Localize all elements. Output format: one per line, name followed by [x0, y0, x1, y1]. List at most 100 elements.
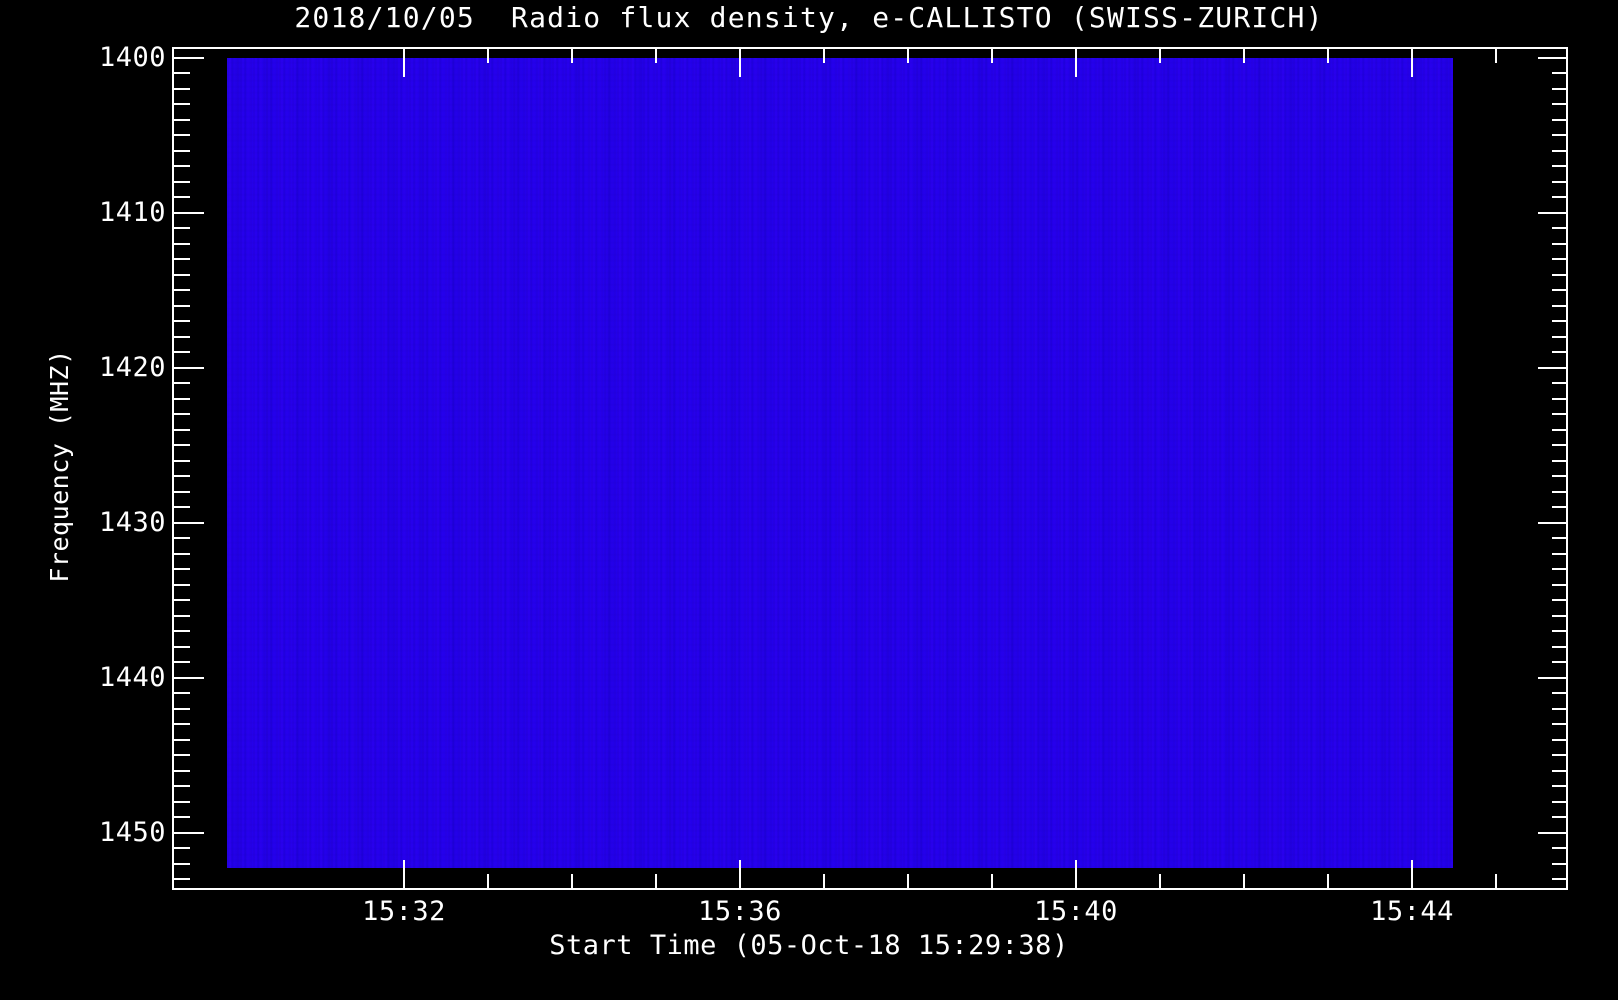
y-tick-left [174, 57, 204, 59]
spectrogram-data-area [227, 58, 1453, 868]
y-tick-left [174, 351, 190, 353]
y-tick-right [1552, 723, 1568, 725]
y-tick-right [1552, 770, 1568, 772]
x-tick-bottom [403, 860, 405, 890]
y-tick-right [1552, 491, 1568, 493]
y-tick-left [174, 630, 190, 632]
y-tick-left [174, 615, 190, 617]
y-tick-right [1552, 863, 1568, 865]
y-axis-title: Frequency (MHZ) [45, 349, 74, 583]
y-tick-right [1552, 553, 1568, 555]
y-tick-right [1552, 444, 1568, 446]
y-tick-right [1538, 677, 1568, 679]
y-tick-left [174, 692, 190, 694]
y-tick-right [1552, 816, 1568, 818]
x-tick-top [403, 47, 405, 77]
x-tick-bottom [823, 874, 825, 890]
y-tick-right [1552, 243, 1568, 245]
x-tick-top [1495, 47, 1497, 63]
y-tick-right [1552, 754, 1568, 756]
y-tick-left [174, 320, 190, 322]
y-tick-right [1552, 801, 1568, 803]
y-tick-label: 1450 [98, 817, 166, 848]
y-tick-label: 1420 [98, 352, 166, 383]
y-tick-label: 1440 [98, 662, 166, 693]
y-tick-left [174, 258, 190, 260]
y-tick-left [174, 227, 190, 229]
y-tick-right [1552, 429, 1568, 431]
y-tick-left [174, 491, 190, 493]
x-tick-top [1327, 47, 1329, 63]
y-tick-right [1552, 692, 1568, 694]
y-tick-right [1538, 212, 1568, 214]
y-tick-left [174, 460, 190, 462]
y-tick-right [1552, 413, 1568, 415]
x-tick-bottom [1411, 860, 1413, 890]
y-tick-left [174, 413, 190, 415]
y-tick-right [1552, 630, 1568, 632]
x-tick-top [1243, 47, 1245, 63]
x-tick-bottom [739, 860, 741, 890]
spectrogram-noise-layer-3 [227, 58, 1453, 868]
y-tick-right [1552, 336, 1568, 338]
x-tick-top [907, 47, 909, 63]
y-tick-left [174, 677, 204, 679]
y-tick-left [174, 88, 190, 90]
x-tick-label: 15:40 [1034, 896, 1118, 927]
x-tick-top [1075, 47, 1077, 77]
x-tick-label: 15:32 [362, 896, 446, 927]
y-tick-left [174, 537, 190, 539]
x-tick-bottom [1243, 874, 1245, 890]
x-axis-title: Start Time (05-Oct-18 15:29:38) [549, 930, 1069, 961]
y-tick-left [174, 181, 190, 183]
y-tick-left [174, 150, 190, 152]
y-tick-right [1552, 661, 1568, 663]
y-tick-right [1552, 708, 1568, 710]
x-tick-bottom [1159, 874, 1161, 890]
y-tick-left [174, 522, 204, 524]
y-tick-right [1552, 72, 1568, 74]
y-tick-left [174, 723, 190, 725]
y-tick-right [1552, 847, 1568, 849]
y-tick-right [1552, 785, 1568, 787]
y-tick-left [174, 367, 204, 369]
y-tick-right [1538, 367, 1568, 369]
y-tick-right [1552, 119, 1568, 121]
y-tick-right [1552, 320, 1568, 322]
x-tick-top [739, 47, 741, 77]
y-tick-left [174, 444, 190, 446]
y-tick-left [174, 165, 190, 167]
y-tick-left [174, 599, 190, 601]
y-tick-left [174, 243, 190, 245]
x-tick-label: 15:36 [698, 896, 782, 927]
y-tick-left [174, 475, 190, 477]
y-tick-left [174, 739, 190, 741]
x-tick-bottom [1327, 874, 1329, 890]
page-title: 2018/10/05 Radio flux density, e-CALLIST… [294, 1, 1324, 34]
y-tick-right [1552, 584, 1568, 586]
y-tick-left [174, 878, 190, 880]
y-tick-left [174, 289, 190, 291]
y-tick-left [174, 506, 190, 508]
y-tick-right [1552, 88, 1568, 90]
y-tick-left [174, 553, 190, 555]
x-tick-bottom [487, 874, 489, 890]
x-tick-bottom [1495, 874, 1497, 890]
y-tick-left [174, 212, 204, 214]
y-tick-right [1552, 506, 1568, 508]
y-tick-right [1552, 134, 1568, 136]
y-tick-left [174, 398, 190, 400]
x-tick-bottom [1075, 860, 1077, 890]
y-tick-left [174, 661, 190, 663]
y-tick-left [174, 429, 190, 431]
x-tick-top [487, 47, 489, 63]
y-tick-right [1552, 398, 1568, 400]
y-tick-left [174, 863, 190, 865]
y-tick-left [174, 274, 190, 276]
y-tick-right [1538, 57, 1568, 59]
y-tick-left [174, 708, 190, 710]
y-tick-left [174, 785, 190, 787]
y-tick-right [1552, 739, 1568, 741]
y-tick-right [1552, 646, 1568, 648]
